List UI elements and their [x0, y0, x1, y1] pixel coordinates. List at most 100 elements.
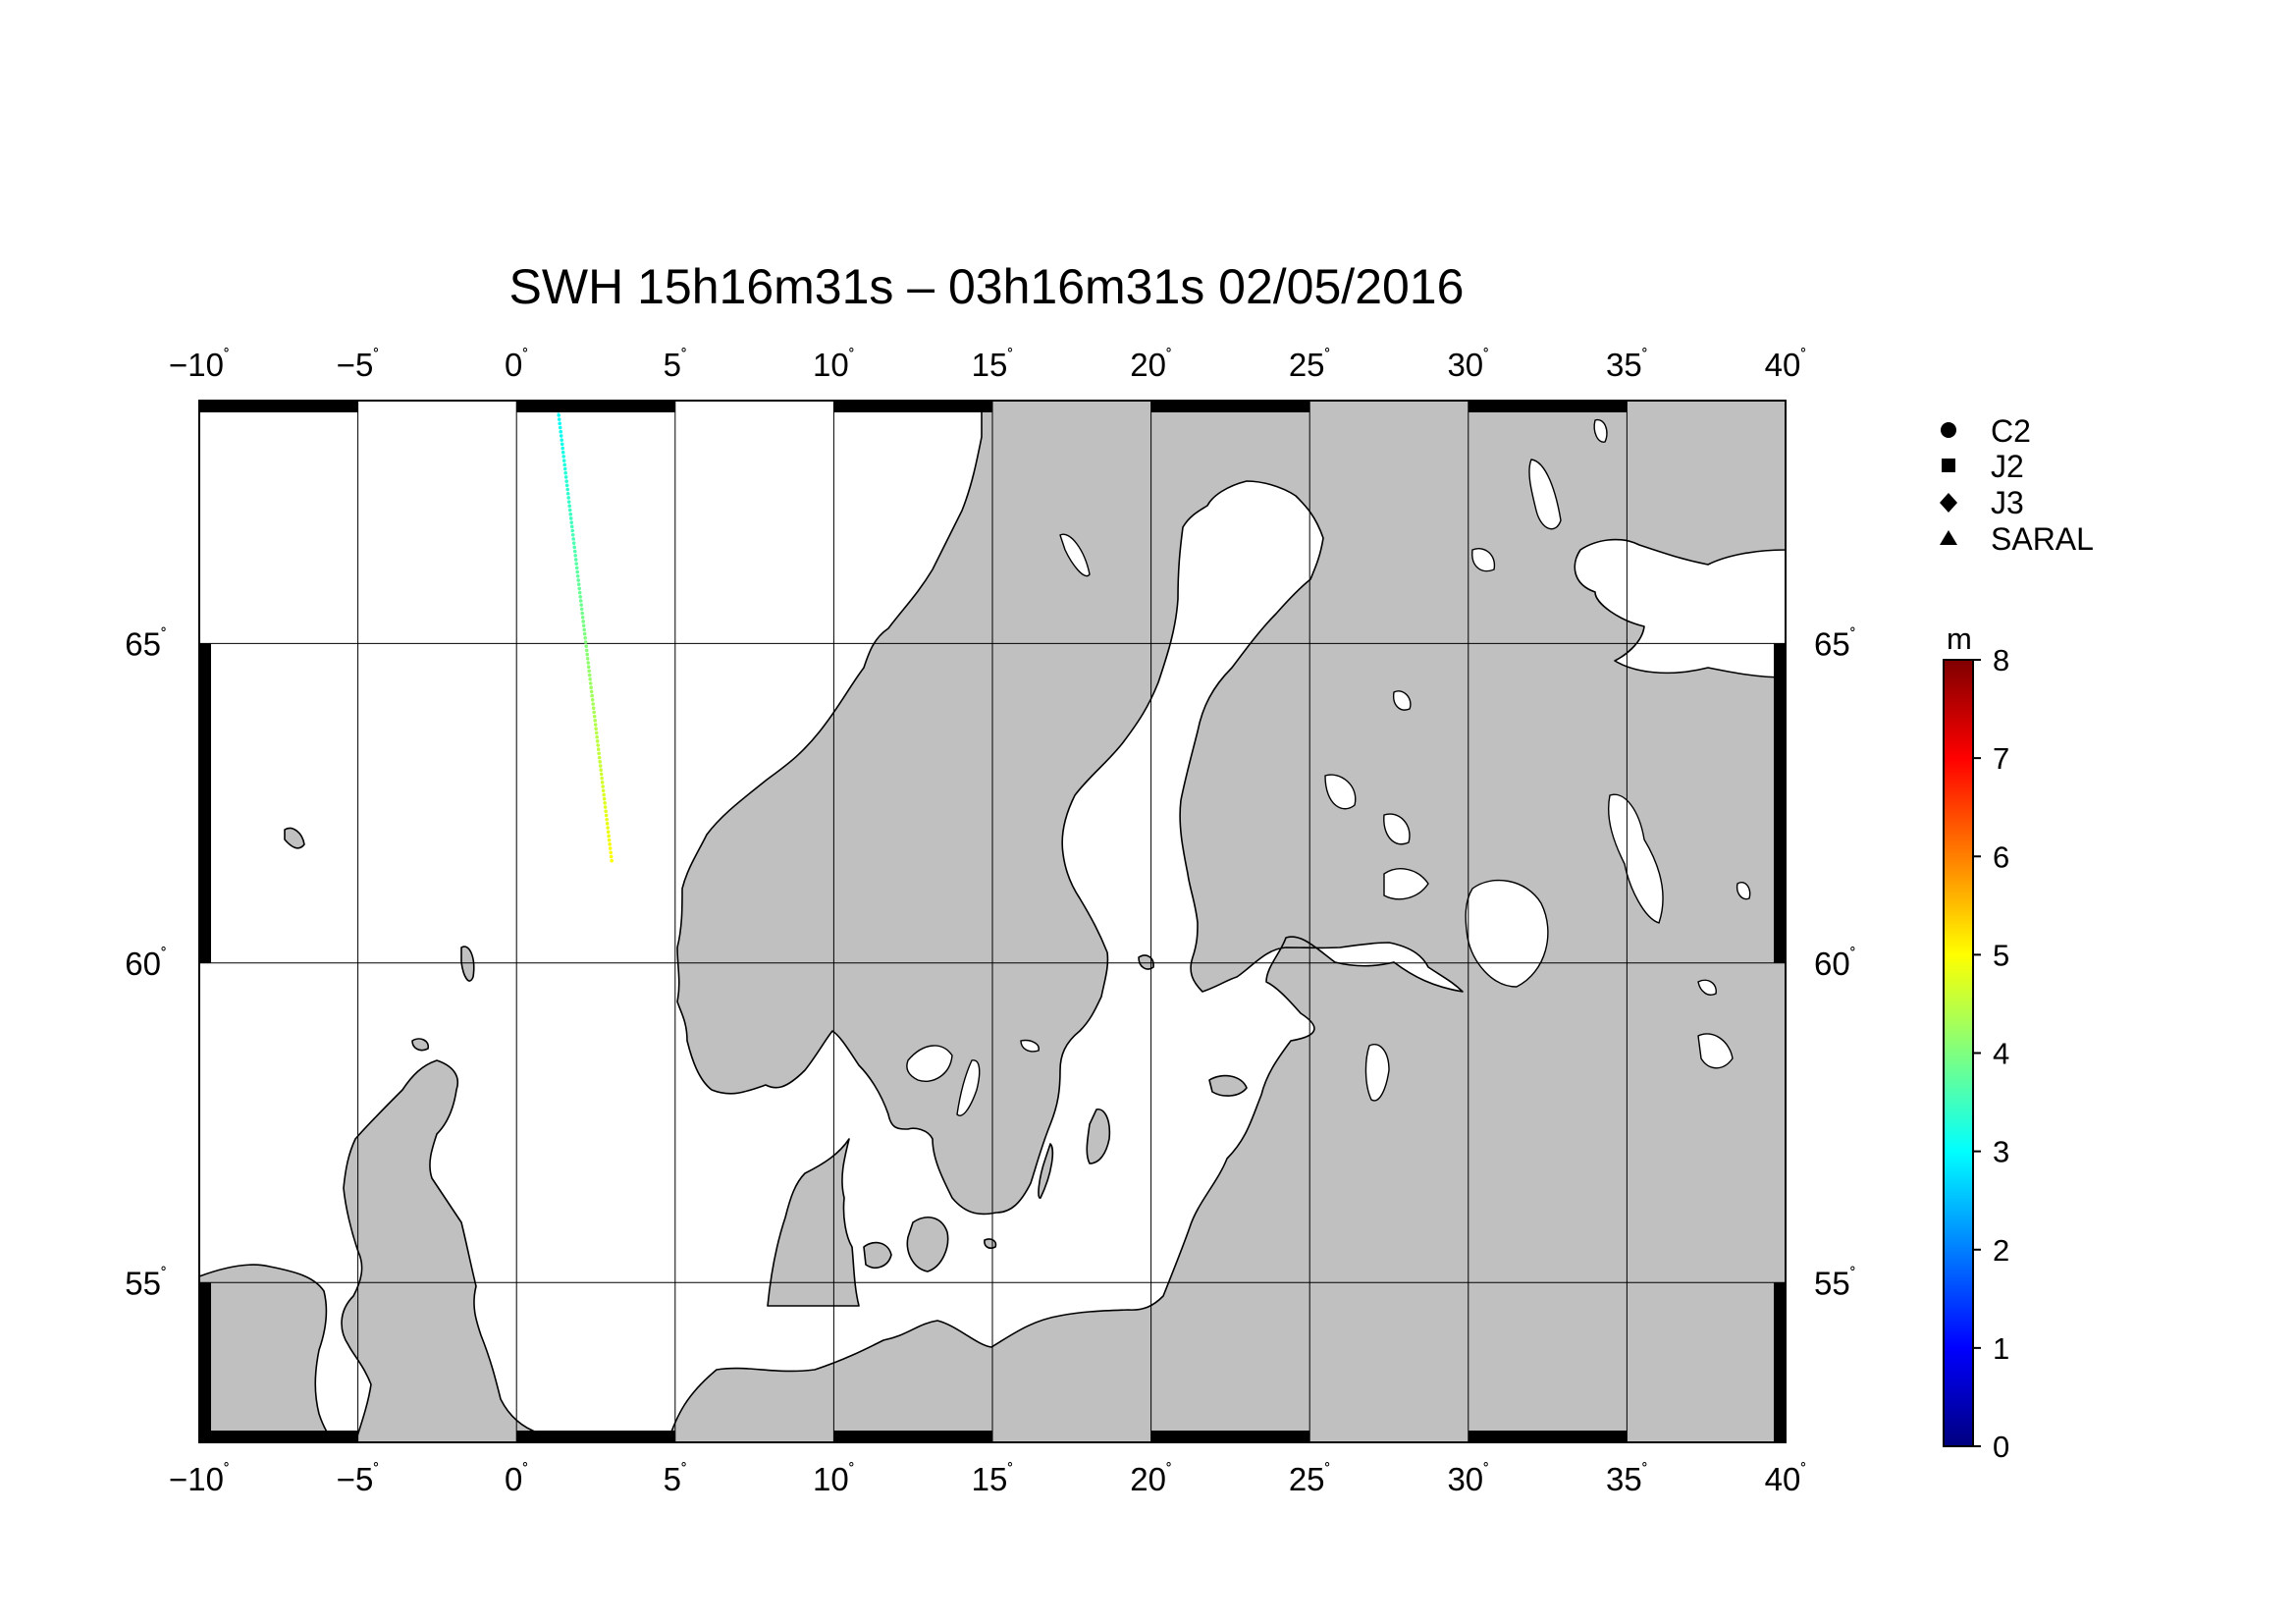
track-point	[605, 822, 610, 826]
lon-tick-label: 10˚	[813, 1461, 855, 1497]
track-point	[561, 450, 565, 455]
track-point	[604, 809, 608, 814]
track-point	[584, 648, 589, 653]
island-shetland	[460, 946, 475, 982]
landmass-ireland	[199, 1264, 335, 1442]
lon-tick-label: −5˚	[337, 347, 380, 383]
track-point	[565, 487, 570, 492]
track-point	[600, 781, 605, 784]
track-point	[610, 858, 614, 863]
island-funen	[863, 1241, 892, 1269]
track-point	[561, 459, 566, 462]
frame-bar-top	[1468, 401, 1628, 412]
track-point	[600, 776, 604, 781]
track-point	[569, 520, 574, 524]
track-point	[597, 755, 602, 760]
track-point	[566, 500, 571, 504]
track-point	[609, 850, 613, 855]
frame-bar-top	[833, 401, 992, 412]
track-point	[572, 549, 577, 554]
track-point	[570, 532, 575, 537]
track-point	[606, 830, 611, 835]
track-point	[559, 429, 563, 434]
lake-vanern	[906, 1045, 953, 1082]
track-point	[574, 566, 579, 570]
track-point	[577, 590, 582, 595]
track-point	[598, 760, 602, 764]
lon-tick-label: 20˚	[1130, 347, 1172, 383]
track-point	[568, 512, 573, 516]
track-point	[579, 607, 584, 612]
frame-bar-top	[1150, 401, 1310, 412]
lake-hjalmaren	[1020, 1039, 1040, 1053]
track-point	[582, 627, 586, 632]
track-point	[570, 528, 575, 533]
lon-tick-label: 10˚	[813, 347, 855, 383]
island-faroe	[284, 827, 305, 849]
track-point	[573, 553, 577, 558]
map-plot-area	[198, 400, 1787, 1443]
landmass-jutland	[767, 1138, 860, 1307]
track-point	[585, 656, 590, 661]
track-point	[587, 669, 591, 674]
track-point	[569, 524, 574, 529]
lakes	[906, 418, 1751, 1116]
colorbar-tick-label: 1	[1993, 1331, 2009, 1366]
track-point	[602, 792, 606, 797]
track-point	[607, 834, 611, 839]
lon-tick-label: 30˚	[1447, 347, 1489, 383]
colorbar-ticks: 0 1 2 3 4 5 6 7 8	[1973, 643, 2009, 1464]
lon-tick-label: 25˚	[1289, 1461, 1331, 1497]
island-saaremaa	[1208, 1074, 1248, 1097]
lon-tick-label: 15˚	[972, 1461, 1014, 1497]
track-point	[582, 631, 587, 636]
track-point	[563, 475, 568, 479]
legend-saral-label: SARAL	[1991, 521, 2094, 557]
track-point	[584, 644, 588, 648]
track-point	[576, 582, 581, 586]
legend-j2-label: J2	[1991, 449, 2024, 484]
track-point	[585, 652, 589, 657]
colorbar-tick-label: 3	[1993, 1135, 2009, 1169]
lat-tick-label: 65˚	[125, 625, 167, 662]
track-point	[562, 466, 567, 471]
lake-sweden-north	[1059, 533, 1091, 577]
legend-c2-label: C2	[1991, 413, 2031, 449]
track-point	[593, 719, 597, 723]
track-point	[590, 693, 594, 698]
frame-bar-bottom	[833, 1431, 992, 1442]
frame-bar-right	[1774, 643, 1786, 963]
track-point	[606, 826, 610, 830]
lon-tick-label: 5˚	[664, 347, 687, 383]
track-point	[573, 558, 578, 562]
colorbar-tick-label: 8	[1993, 643, 2009, 677]
track-point	[565, 491, 570, 496]
frame-bar-bottom	[1468, 1431, 1628, 1442]
lake-finland-b	[1383, 813, 1411, 845]
track-point	[601, 784, 605, 788]
lon-tick-label: −10˚	[169, 1461, 230, 1497]
track-point	[562, 462, 567, 467]
track-point	[561, 446, 565, 451]
lat-tick-label: 65˚	[1814, 625, 1856, 662]
track-point	[580, 611, 584, 616]
colorbar-unit-label: m	[1947, 622, 1972, 656]
island-bornholm	[984, 1238, 997, 1249]
lake-white-sea-bay	[1528, 459, 1562, 530]
lake-ilmen	[1697, 1033, 1734, 1069]
track-point	[559, 434, 563, 438]
track-point	[567, 508, 572, 513]
lon-tick-label: 25˚	[1289, 347, 1331, 383]
track-point	[590, 698, 595, 702]
track-point	[566, 496, 571, 500]
legend-j3-label: J3	[1991, 485, 2024, 520]
island-gotland	[1086, 1109, 1111, 1164]
lon-tick-label: 15˚	[972, 347, 1014, 383]
lon-tick-label: 30˚	[1447, 1461, 1489, 1497]
landmass-great-britain	[341, 1059, 543, 1442]
track-point	[561, 455, 566, 459]
colorbar: m 0 1 2 3 4 5 6 7 8	[1943, 622, 2009, 1464]
lake-rybinsk	[1697, 979, 1717, 996]
colorbar-tick-label: 4	[1993, 1037, 2009, 1071]
landmass-continental-europe	[667, 401, 1786, 1442]
